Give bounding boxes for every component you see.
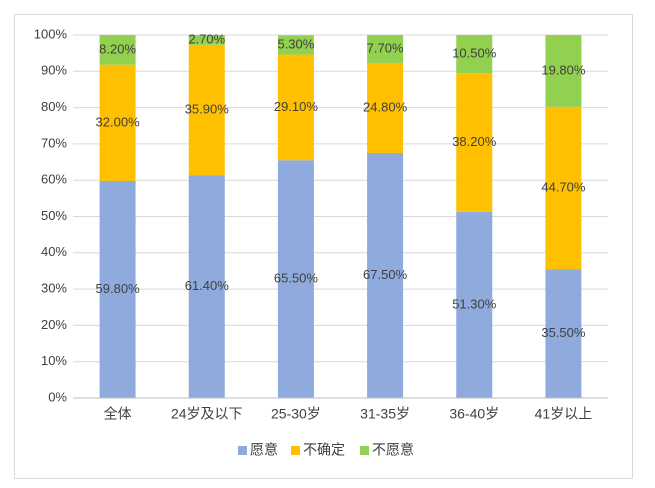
x-tick-label: 36-40岁 [449, 406, 499, 422]
bar-segment [188, 175, 225, 398]
data-label: 51.30% [452, 296, 497, 311]
y-tick-label: 50% [41, 208, 67, 223]
data-label: 59.80% [96, 281, 141, 296]
y-tick-label: 70% [41, 135, 67, 150]
data-label: 65.50% [274, 271, 319, 286]
data-label: 8.20% [99, 41, 136, 56]
bar-segment [456, 35, 493, 74]
y-tick-label: 30% [41, 281, 67, 296]
bar-segment [545, 106, 582, 270]
data-label: 5.30% [277, 36, 314, 51]
data-label: 29.10% [274, 99, 319, 114]
y-tick-label: 80% [41, 99, 67, 114]
data-label: 61.40% [185, 278, 230, 293]
x-tick-label: 24岁及以下 [171, 406, 243, 422]
bar-segment [367, 152, 404, 398]
bar-segment [456, 73, 493, 212]
bar-segment [277, 160, 314, 398]
data-label: 19.80% [541, 62, 586, 77]
legend-label: 愿意 [250, 442, 278, 458]
x-tick-label: 全体 [104, 406, 132, 422]
legend-marker [360, 446, 369, 455]
x-tick-label: 25-30岁 [271, 406, 321, 422]
bar-segment [367, 35, 404, 63]
data-label: 24.80% [363, 99, 408, 114]
y-tick-label: 60% [41, 172, 67, 187]
y-tick-label: 0% [48, 389, 67, 404]
y-tick-label: 20% [41, 317, 67, 332]
data-label: 10.50% [452, 45, 497, 60]
legend-marker [291, 446, 300, 455]
data-label: 2.70% [188, 31, 225, 46]
data-label: 35.50% [541, 325, 586, 340]
bar-segment [188, 35, 225, 45]
bar-segment [545, 35, 582, 107]
bar-segment [545, 269, 582, 398]
x-tick-label: 31-35岁 [360, 406, 410, 422]
bar-segment [188, 44, 225, 176]
bar-segment [99, 35, 136, 65]
bar-segment [277, 54, 314, 161]
legend-label: 不确定 [303, 442, 345, 458]
data-label: 38.20% [452, 134, 497, 149]
legend-label: 不愿意 [372, 442, 414, 458]
bar-segment [277, 35, 314, 55]
y-tick-label: 10% [41, 353, 67, 368]
y-tick-label: 40% [41, 244, 67, 259]
data-label: 35.90% [185, 101, 230, 116]
legend-marker [238, 446, 247, 455]
bar-segment [367, 62, 404, 153]
bar-segment [456, 211, 493, 398]
y-tick-label: 90% [41, 63, 67, 78]
bar-segment [99, 180, 136, 398]
x-tick-label: 41岁以上 [535, 406, 593, 422]
bar-segment [99, 64, 136, 181]
data-label: 44.70% [541, 179, 586, 194]
y-tick-label: 100% [34, 26, 68, 41]
data-label: 32.00% [96, 114, 141, 129]
data-label: 7.70% [367, 40, 404, 55]
data-label: 67.50% [363, 267, 408, 282]
